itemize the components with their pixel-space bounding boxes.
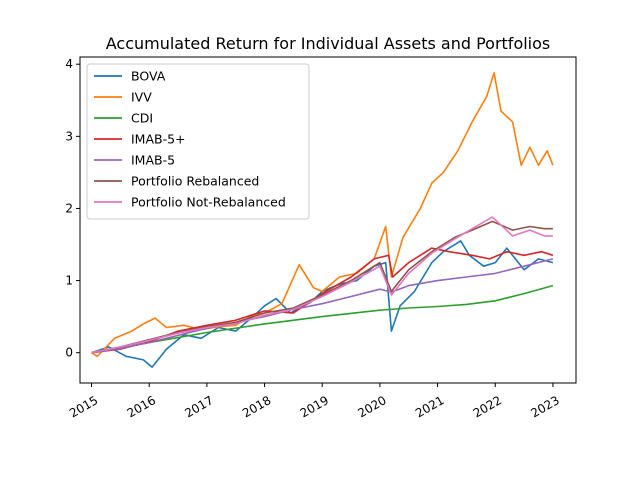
plot-area: [79, 56, 577, 384]
legend-label: IMAB-5+: [131, 132, 186, 147]
legend-label: IMAB-5: [131, 153, 175, 168]
x-tick-label: 2015: [67, 393, 100, 420]
series-line-3: [91, 247, 554, 354]
legend-label: Portfolio Not-Rebalanced: [131, 195, 286, 210]
legend-label: CDI: [131, 111, 153, 126]
x-tick-label: 2016: [125, 393, 158, 420]
legend-label: BOVA: [131, 69, 166, 84]
y-tick-label: 3: [65, 129, 73, 143]
legend-label: IVV: [131, 90, 152, 105]
legend-box: [86, 63, 310, 220]
x-tick-label: 2021: [413, 393, 446, 420]
x-tick-label: 2022: [471, 393, 504, 420]
legend-label: Portfolio Rebalanced: [131, 174, 259, 189]
y-axis: 0 1 2 3 4: [65, 57, 80, 360]
legend: BOVA IVV CDI IMAB-5+ IMAB-5 Portfolio Rebalan…: [86, 63, 310, 220]
series-line-6: [91, 216, 553, 354]
chart-title: Accumulated Return for Individual Assets…: [106, 34, 551, 53]
x-tick-label: 2020: [355, 393, 388, 420]
y-tick-label: 2: [65, 201, 73, 215]
x-tick-label: 2019: [298, 393, 331, 420]
x-tick-label: 2018: [240, 393, 273, 420]
x-tick-label: 2023: [528, 393, 561, 420]
series-line-5: [91, 220, 553, 354]
series-line-4: [91, 258, 554, 354]
y-tick-label: 0: [65, 346, 73, 360]
y-tick-label: 1: [65, 274, 73, 288]
series-lines: [91, 72, 554, 368]
x-tick-label: 2017: [182, 393, 215, 420]
y-tick-label: 4: [65, 57, 73, 71]
x-axis: 2015 2016 2017 2018 2019 2020 2021 2022 2023: [67, 383, 562, 420]
series-line-2: [91, 284, 554, 354]
